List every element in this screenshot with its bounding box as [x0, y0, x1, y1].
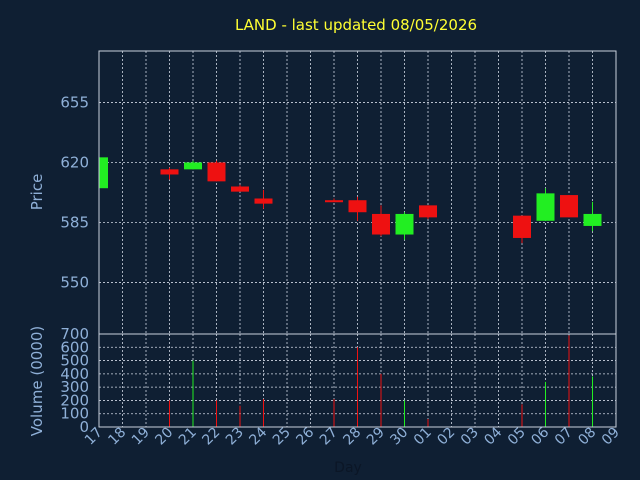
volume-tick-label: 100: [60, 405, 89, 423]
day-tick-label: 01: [411, 425, 435, 449]
candle-body: [372, 213, 390, 235]
day-tick-label: 26: [293, 424, 317, 448]
volume-tick-label: 600: [60, 338, 89, 356]
volume-tick-label: 500: [60, 352, 89, 370]
price-axis-label: Price: [28, 174, 46, 211]
day-tick-label: 30: [387, 425, 411, 449]
candle-body: [99, 157, 108, 189]
day-tick-label: 04: [481, 424, 505, 448]
day-tick-label: 29: [364, 425, 388, 449]
candle-body: [419, 205, 437, 218]
candle-body: [231, 186, 249, 192]
day-tick-label: 08: [575, 425, 599, 449]
price-tick-labels: 550 585 620 655: [60, 93, 89, 291]
day-tick-label: 28: [340, 425, 364, 449]
candle-body: [207, 162, 226, 182]
volume-bars: [98, 335, 593, 427]
volume-tick-label: 700: [60, 325, 89, 343]
day-tick-labels: 17 18 19 20 21 22 23 24 25 26 27 28 29 30 01 02 03 04 05 06…: [82, 424, 623, 448]
day-tick-label: 19: [129, 425, 153, 449]
price-tick-label: 655: [60, 93, 89, 111]
day-tick-label: 27: [317, 425, 341, 449]
day-tick-label: 05: [505, 425, 529, 449]
volume-tick-label: 300: [60, 378, 89, 396]
price-tick-label: 585: [60, 214, 89, 232]
day-tick-label: 06: [528, 424, 552, 448]
day-tick-label: 07: [552, 425, 576, 449]
volume-axis-label: Volume (0000): [28, 326, 46, 436]
volume-tick-label: 400: [60, 365, 89, 383]
day-tick-label: 02: [434, 425, 458, 449]
price-tick-label: 620: [60, 153, 89, 171]
candle-body: [513, 215, 531, 238]
day-tick-label: 25: [270, 425, 294, 449]
candle-body: [160, 169, 179, 175]
candles: [98, 157, 602, 244]
candle-body: [395, 213, 414, 235]
candle-body: [254, 198, 273, 204]
day-tick-label: 18: [105, 425, 129, 449]
day-tick-label: 23: [223, 425, 247, 449]
volume-tick-label: 0: [79, 418, 89, 436]
day-tick-label: 22: [199, 425, 223, 449]
candle-body: [583, 213, 602, 226]
candle-body: [348, 200, 367, 213]
volume-tick-label: 200: [60, 391, 89, 409]
day-tick-label: 24: [246, 424, 270, 448]
chart-title: LAND - last updated 08/05/2026: [235, 16, 477, 34]
candle-body: [560, 195, 578, 218]
day-tick-label: 03: [458, 425, 482, 449]
day-tick-label: 20: [152, 425, 176, 449]
price-tick-label: 550: [60, 274, 89, 292]
candle-body: [325, 200, 343, 203]
day-tick-label: 09: [599, 425, 623, 449]
day-tick-label: 21: [176, 425, 200, 449]
candle-body: [536, 193, 555, 221]
x-axis-label: Day: [334, 460, 362, 476]
volume-panel-frame: [98, 333, 617, 428]
candle-body: [184, 162, 202, 170]
price-gridlines: [99, 51, 616, 334]
